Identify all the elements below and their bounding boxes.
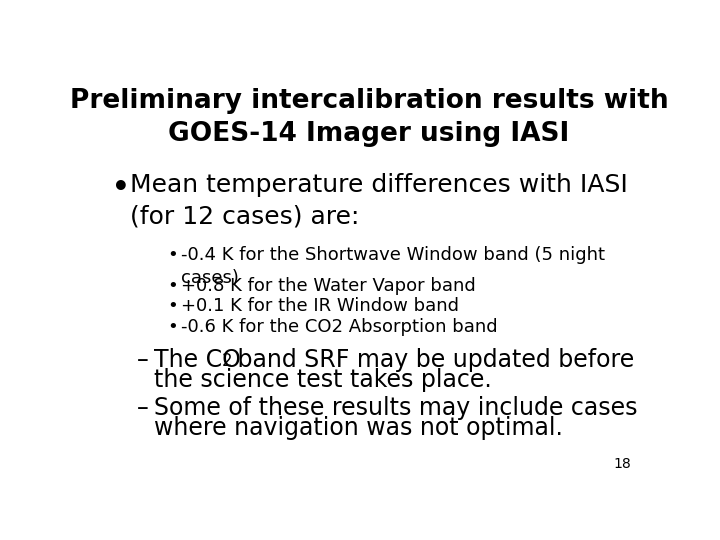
Text: The CO: The CO	[153, 348, 240, 372]
Text: band SRF may be updated before: band SRF may be updated before	[230, 348, 634, 372]
Text: •: •	[112, 174, 130, 202]
Text: •: •	[168, 318, 179, 336]
Text: +0.8 K for the Water Vapor band: +0.8 K for the Water Vapor band	[181, 276, 476, 294]
Text: •: •	[168, 276, 179, 294]
Text: +0.1 K for the IR Window band: +0.1 K for the IR Window band	[181, 298, 459, 315]
Text: 18: 18	[613, 457, 631, 471]
Text: 2: 2	[222, 352, 233, 370]
Text: Mean temperature differences with IASI
(for 12 cases) are:: Mean temperature differences with IASI (…	[130, 173, 628, 228]
Text: -0.4 K for the Shortwave Window band (5 night
cases): -0.4 K for the Shortwave Window band (5 …	[181, 246, 606, 287]
Text: Preliminary intercalibration results with
GOES-14 Imager using IASI: Preliminary intercalibration results wit…	[70, 88, 668, 147]
Text: •: •	[168, 298, 179, 315]
Text: –: –	[137, 396, 148, 420]
Text: the science test takes place.: the science test takes place.	[153, 368, 491, 392]
Text: where navigation was not optimal.: where navigation was not optimal.	[153, 416, 562, 440]
Text: -0.6 K for the CO2 Absorption band: -0.6 K for the CO2 Absorption band	[181, 318, 498, 336]
Text: •: •	[168, 246, 179, 264]
Text: Some of these results may include cases: Some of these results may include cases	[153, 396, 637, 420]
Text: –: –	[137, 348, 148, 372]
